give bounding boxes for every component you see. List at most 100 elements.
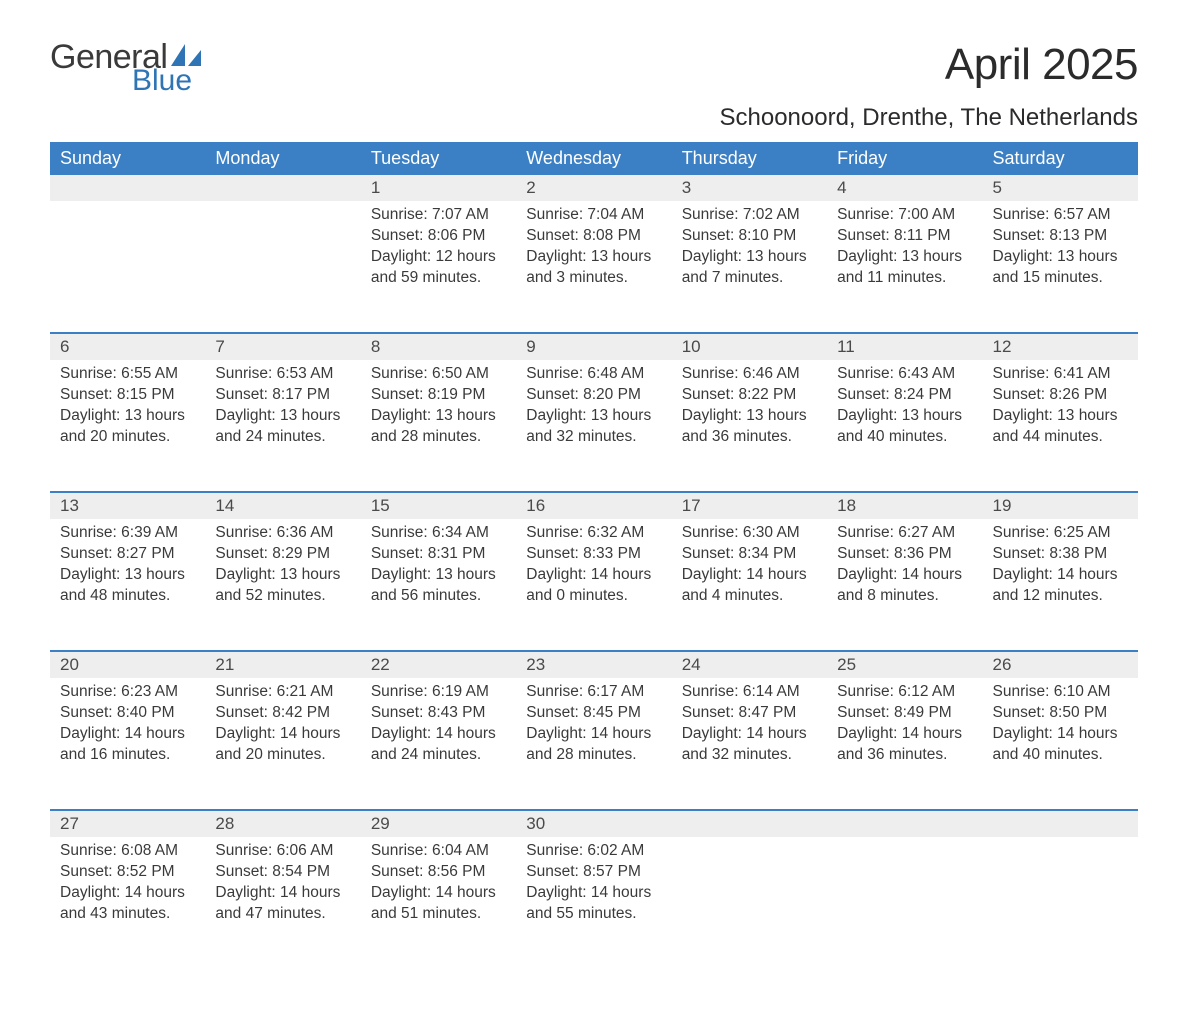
day-number-cell: 4 xyxy=(827,175,982,201)
daylight-line: Daylight: 14 hours and 20 minutes. xyxy=(215,724,350,766)
sunset-line: Sunset: 8:13 PM xyxy=(993,226,1128,247)
day-number-cell: 24 xyxy=(672,651,827,678)
day-header: Thursday xyxy=(672,142,827,175)
sunset-line: Sunset: 8:08 PM xyxy=(526,226,661,247)
sunset-line: Sunset: 8:34 PM xyxy=(682,544,817,565)
day-content-cell: Sunrise: 6:27 AMSunset: 8:36 PMDaylight:… xyxy=(827,519,982,651)
calendar-body: 12345Sunrise: 7:07 AMSunset: 8:06 PMDayl… xyxy=(50,175,1138,969)
daylight-line: Daylight: 14 hours and 4 minutes. xyxy=(682,565,817,607)
sunrise-line: Sunrise: 6:04 AM xyxy=(371,841,506,862)
day-header: Tuesday xyxy=(361,142,516,175)
daylight-line: Daylight: 14 hours and 24 minutes. xyxy=(371,724,506,766)
daylight-line: Daylight: 13 hours and 24 minutes. xyxy=(215,406,350,448)
daylight-line: Daylight: 13 hours and 40 minutes. xyxy=(837,406,972,448)
sunrise-line: Sunrise: 7:02 AM xyxy=(682,205,817,226)
sunset-line: Sunset: 8:49 PM xyxy=(837,703,972,724)
day-number-cell: 21 xyxy=(205,651,360,678)
sunset-line: Sunset: 8:42 PM xyxy=(215,703,350,724)
day-content-cell: Sunrise: 6:36 AMSunset: 8:29 PMDaylight:… xyxy=(205,519,360,651)
sunrise-line: Sunrise: 6:21 AM xyxy=(215,682,350,703)
day-content-cell: Sunrise: 6:08 AMSunset: 8:52 PMDaylight:… xyxy=(50,837,205,969)
sunrise-line: Sunrise: 6:17 AM xyxy=(526,682,661,703)
day-number-row: 13141516171819 xyxy=(50,492,1138,519)
day-content-cell: Sunrise: 6:04 AMSunset: 8:56 PMDaylight:… xyxy=(361,837,516,969)
daylight-line: Daylight: 13 hours and 44 minutes. xyxy=(993,406,1128,448)
sunrise-line: Sunrise: 6:32 AM xyxy=(526,523,661,544)
sunrise-line: Sunrise: 6:02 AM xyxy=(526,841,661,862)
daylight-line: Daylight: 13 hours and 28 minutes. xyxy=(371,406,506,448)
daylight-line: Daylight: 14 hours and 32 minutes. xyxy=(682,724,817,766)
day-number-cell: 18 xyxy=(827,492,982,519)
day-content-cell: Sunrise: 6:55 AMSunset: 8:15 PMDaylight:… xyxy=(50,360,205,492)
day-number-cell: 22 xyxy=(361,651,516,678)
sunrise-line: Sunrise: 6:27 AM xyxy=(837,523,972,544)
day-number-cell: 14 xyxy=(205,492,360,519)
sunset-line: Sunset: 8:31 PM xyxy=(371,544,506,565)
day-number-cell: 6 xyxy=(50,333,205,360)
day-content-cell: Sunrise: 6:50 AMSunset: 8:19 PMDaylight:… xyxy=(361,360,516,492)
daylight-line: Daylight: 13 hours and 7 minutes. xyxy=(682,247,817,289)
sunrise-line: Sunrise: 6:34 AM xyxy=(371,523,506,544)
day-number-cell: 26 xyxy=(983,651,1138,678)
sunset-line: Sunset: 8:52 PM xyxy=(60,862,195,883)
sunset-line: Sunset: 8:19 PM xyxy=(371,385,506,406)
sunrise-line: Sunrise: 6:14 AM xyxy=(682,682,817,703)
daylight-line: Daylight: 13 hours and 11 minutes. xyxy=(837,247,972,289)
day-header: Saturday xyxy=(983,142,1138,175)
sunset-line: Sunset: 8:26 PM xyxy=(993,385,1128,406)
sunrise-line: Sunrise: 6:39 AM xyxy=(60,523,195,544)
sunset-line: Sunset: 8:06 PM xyxy=(371,226,506,247)
sunrise-line: Sunrise: 7:07 AM xyxy=(371,205,506,226)
day-content-cell: Sunrise: 6:30 AMSunset: 8:34 PMDaylight:… xyxy=(672,519,827,651)
day-number-cell xyxy=(827,810,982,837)
day-number-cell: 27 xyxy=(50,810,205,837)
sunset-line: Sunset: 8:10 PM xyxy=(682,226,817,247)
day-content-cell: Sunrise: 6:17 AMSunset: 8:45 PMDaylight:… xyxy=(516,678,671,810)
day-number-cell: 5 xyxy=(983,175,1138,201)
sunrise-line: Sunrise: 6:53 AM xyxy=(215,364,350,385)
daylight-line: Daylight: 13 hours and 56 minutes. xyxy=(371,565,506,607)
day-number-cell: 16 xyxy=(516,492,671,519)
sunset-line: Sunset: 8:11 PM xyxy=(837,226,972,247)
month-title: April 2025 xyxy=(720,40,1139,90)
day-content-row: Sunrise: 6:08 AMSunset: 8:52 PM Daylight:… xyxy=(50,837,1138,969)
daylight-line: Daylight: 14 hours and 12 minutes. xyxy=(993,565,1128,607)
day-number-cell xyxy=(983,810,1138,837)
day-content-cell: Sunrise: 6:19 AMSunset: 8:43 PMDaylight:… xyxy=(361,678,516,810)
daylight-line: Daylight: 14 hours and 51 minutes. xyxy=(371,883,506,925)
daylight-line: Daylight: 14 hours and 47 minutes. xyxy=(215,883,350,925)
sunset-line: Sunset: 8:45 PM xyxy=(526,703,661,724)
day-content-cell: Sunrise: 6:34 AMSunset: 8:31 PMDaylight:… xyxy=(361,519,516,651)
day-content-cell: Sunrise: 7:07 AMSunset: 8:06 PMDaylight:… xyxy=(361,201,516,333)
sunrise-line: Sunrise: 7:00 AM xyxy=(837,205,972,226)
day-header: Sunday xyxy=(50,142,205,175)
sunrise-line: Sunrise: 6:55 AM xyxy=(60,364,195,385)
sunset-line: Sunset: 8:15 PM xyxy=(60,385,195,406)
day-number-cell: 3 xyxy=(672,175,827,201)
day-number-row: 12345 xyxy=(50,175,1138,201)
sunrise-line: Sunrise: 7:04 AM xyxy=(526,205,661,226)
sunrise-line: Sunrise: 6:19 AM xyxy=(371,682,506,703)
day-number-cell: 28 xyxy=(205,810,360,837)
daylight-line: Daylight: 13 hours and 15 minutes. xyxy=(993,247,1128,289)
sunrise-line: Sunrise: 6:08 AM xyxy=(60,841,195,862)
sunset-line: Sunset: 8:40 PM xyxy=(60,703,195,724)
calendar-table: Sunday Monday Tuesday Wednesday Thursday… xyxy=(50,142,1138,969)
daylight-line: Daylight: 13 hours and 20 minutes. xyxy=(60,406,195,448)
day-content-cell xyxy=(50,201,205,333)
day-number-cell: 2 xyxy=(516,175,671,201)
day-number-cell: 7 xyxy=(205,333,360,360)
day-number-cell: 23 xyxy=(516,651,671,678)
day-content-cell: Sunrise: 6:21 AMSunset: 8:42 PMDaylight:… xyxy=(205,678,360,810)
day-number-cell: 15 xyxy=(361,492,516,519)
sunset-line: Sunset: 8:29 PM xyxy=(215,544,350,565)
day-number-row: 27282930 xyxy=(50,810,1138,837)
day-content-cell: Sunrise: 6:32 AMSunset: 8:33 PMDaylight:… xyxy=(516,519,671,651)
sunrise-line: Sunrise: 6:23 AM xyxy=(60,682,195,703)
brand-logo: General Blue xyxy=(50,40,203,96)
day-number-cell xyxy=(205,175,360,201)
day-content-cell: Sunrise: 6:43 AMSunset: 8:24 PMDaylight:… xyxy=(827,360,982,492)
sunrise-line: Sunrise: 6:12 AM xyxy=(837,682,972,703)
day-content-cell: Sunrise: 6:25 AMSunset: 8:38 PMDaylight:… xyxy=(983,519,1138,651)
day-header: Monday xyxy=(205,142,360,175)
